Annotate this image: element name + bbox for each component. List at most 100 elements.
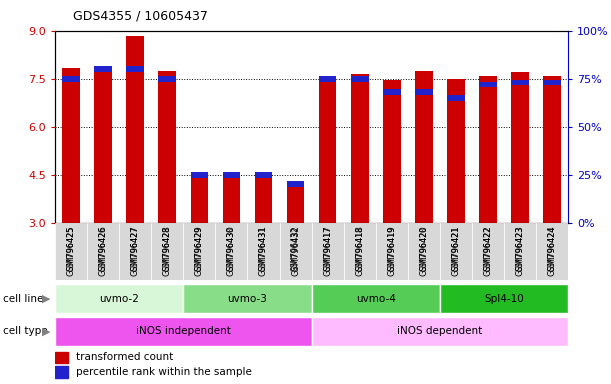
Bar <box>55 223 87 280</box>
Bar <box>216 223 247 280</box>
Text: GSM796424: GSM796424 <box>547 225 557 276</box>
Text: GSM796426: GSM796426 <box>98 225 108 276</box>
Bar <box>55 352 68 363</box>
Text: GSM796417: GSM796417 <box>323 225 332 271</box>
Text: GSM796428: GSM796428 <box>163 225 172 271</box>
Bar <box>55 317 312 346</box>
Bar <box>247 223 280 280</box>
Bar <box>94 66 112 72</box>
Text: cell line: cell line <box>3 293 43 304</box>
Bar <box>119 223 152 280</box>
Bar <box>222 173 240 223</box>
Text: uvmo-2: uvmo-2 <box>99 293 139 304</box>
Bar <box>383 80 401 223</box>
Text: GSM796419: GSM796419 <box>387 225 397 276</box>
Text: GSM796428: GSM796428 <box>163 225 172 276</box>
Bar <box>472 223 504 280</box>
Bar <box>280 223 312 280</box>
Bar <box>415 71 433 223</box>
Bar <box>55 284 183 313</box>
Bar <box>62 68 80 223</box>
Bar <box>222 172 240 178</box>
Bar <box>55 366 68 378</box>
Bar <box>287 181 304 223</box>
Text: uvmo-4: uvmo-4 <box>356 293 396 304</box>
Bar <box>440 223 472 280</box>
Bar <box>319 76 337 82</box>
Bar <box>126 36 144 223</box>
Bar <box>158 71 176 223</box>
Bar <box>158 76 176 82</box>
Text: GSM796422: GSM796422 <box>483 225 492 276</box>
Text: GSM796427: GSM796427 <box>131 225 140 276</box>
Text: GSM796420: GSM796420 <box>419 225 428 271</box>
Bar <box>447 95 465 101</box>
Text: GSM796431: GSM796431 <box>259 225 268 276</box>
Text: GSM796418: GSM796418 <box>355 225 364 271</box>
Text: GSM796421: GSM796421 <box>452 225 461 276</box>
Bar <box>383 89 401 95</box>
Bar <box>255 172 273 178</box>
Text: ▶: ▶ <box>42 293 50 304</box>
Text: GSM796431: GSM796431 <box>259 225 268 271</box>
Text: GSM796423: GSM796423 <box>516 225 525 276</box>
Bar <box>479 76 497 223</box>
Bar <box>543 76 561 223</box>
Text: uvmo-3: uvmo-3 <box>227 293 268 304</box>
Bar <box>376 223 408 280</box>
Text: Spl4-10: Spl4-10 <box>484 293 524 304</box>
Text: GSM796420: GSM796420 <box>419 225 428 276</box>
Bar <box>312 317 568 346</box>
Text: GSM796419: GSM796419 <box>387 225 397 271</box>
Bar <box>440 284 568 313</box>
Text: cell type: cell type <box>3 326 48 336</box>
Text: GSM796430: GSM796430 <box>227 225 236 276</box>
Bar <box>62 76 80 82</box>
Bar <box>255 172 273 223</box>
Bar <box>408 223 440 280</box>
Bar <box>511 72 529 223</box>
Text: iNOS dependent: iNOS dependent <box>397 326 483 336</box>
Text: GSM796425: GSM796425 <box>67 225 76 271</box>
Bar <box>479 82 497 88</box>
Text: GSM796422: GSM796422 <box>483 225 492 271</box>
Text: GSM796425: GSM796425 <box>67 225 76 276</box>
Text: GDS4355 / 10605437: GDS4355 / 10605437 <box>73 10 208 23</box>
Bar <box>415 89 433 95</box>
Bar <box>126 66 144 72</box>
Bar <box>543 80 561 86</box>
Text: GSM796424: GSM796424 <box>547 225 557 271</box>
Bar <box>319 76 337 223</box>
Bar <box>183 284 312 313</box>
Bar <box>94 68 112 223</box>
Bar <box>312 223 343 280</box>
Text: GSM796430: GSM796430 <box>227 225 236 271</box>
Bar <box>312 284 440 313</box>
Bar <box>351 74 368 223</box>
Bar <box>191 172 208 178</box>
Text: percentile rank within the sample: percentile rank within the sample <box>76 367 252 377</box>
Text: transformed count: transformed count <box>76 353 173 362</box>
Text: GSM796417: GSM796417 <box>323 225 332 276</box>
Bar <box>343 223 376 280</box>
Text: GSM796429: GSM796429 <box>195 225 204 276</box>
Text: GSM796432: GSM796432 <box>291 225 300 276</box>
Bar <box>511 80 529 86</box>
Bar <box>287 182 304 187</box>
Bar <box>191 175 208 223</box>
Bar <box>447 79 465 223</box>
Text: GSM796418: GSM796418 <box>355 225 364 276</box>
Text: iNOS independent: iNOS independent <box>136 326 231 336</box>
Bar <box>152 223 183 280</box>
Text: ▶: ▶ <box>42 326 50 336</box>
Text: GSM796432: GSM796432 <box>291 225 300 271</box>
Text: GSM796423: GSM796423 <box>516 225 525 271</box>
Bar <box>536 223 568 280</box>
Text: GSM796427: GSM796427 <box>131 225 140 271</box>
Bar <box>351 76 368 82</box>
Bar <box>183 223 216 280</box>
Text: GSM796429: GSM796429 <box>195 225 204 271</box>
Bar <box>87 223 119 280</box>
Bar <box>504 223 536 280</box>
Text: GSM796426: GSM796426 <box>98 225 108 271</box>
